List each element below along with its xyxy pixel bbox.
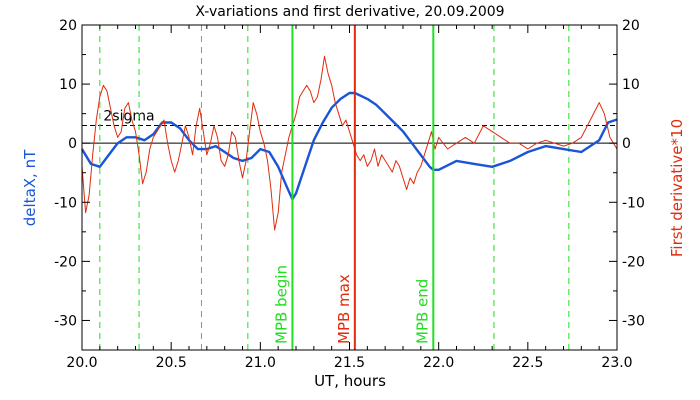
y-axis-label-right: First derivative*10 — [668, 119, 686, 257]
y-tick-label-right: -20 — [622, 254, 645, 270]
x-axis-label: UT, hours — [314, 372, 386, 390]
series-line-derivative — [81, 55, 618, 231]
y-tick-label-left: -10 — [54, 195, 77, 211]
marker-label: MPB begin — [272, 265, 290, 344]
y-tick-label-left: 20 — [59, 18, 77, 34]
x-tick-label: 22.5 — [512, 355, 543, 371]
series-line-deltaX — [80, 91, 618, 201]
plot-frame — [81, 24, 618, 351]
y-tick-label-right: -10 — [622, 195, 645, 211]
y-tick-label-right: -30 — [622, 313, 645, 329]
x-tick-label: 21.5 — [334, 355, 365, 371]
marker-label: MPB max — [335, 274, 353, 344]
y-tick-label-right: 10 — [622, 77, 640, 93]
threshold-label: 2sigma — [103, 108, 154, 124]
y-tick-label-left: 10 — [59, 77, 77, 93]
x-tick-label: 23.0 — [601, 355, 632, 371]
y-tick-label-left: -20 — [54, 254, 77, 270]
y-axis-label-left: deltaX, nT — [21, 149, 39, 226]
plot-area: 2sigma MPB begin MPB max MPB end 20.0 20.5 21.… — [54, 18, 645, 371]
marker-label: MPB end — [413, 279, 431, 344]
y-tick-label-right: 0 — [622, 136, 631, 152]
x-tick-label: 20.5 — [156, 355, 187, 371]
x-tick-label: 20.0 — [66, 355, 97, 371]
x-tick-label: 22.0 — [423, 355, 454, 371]
y-tick-label-left: 0 — [68, 136, 77, 152]
y-tick-label-left: -30 — [54, 313, 77, 329]
chart-title: X-variations and first derivative, 20.09… — [195, 4, 504, 20]
y-tick-label-right: 20 — [622, 18, 640, 34]
x-tick-label: 21.0 — [245, 355, 276, 371]
